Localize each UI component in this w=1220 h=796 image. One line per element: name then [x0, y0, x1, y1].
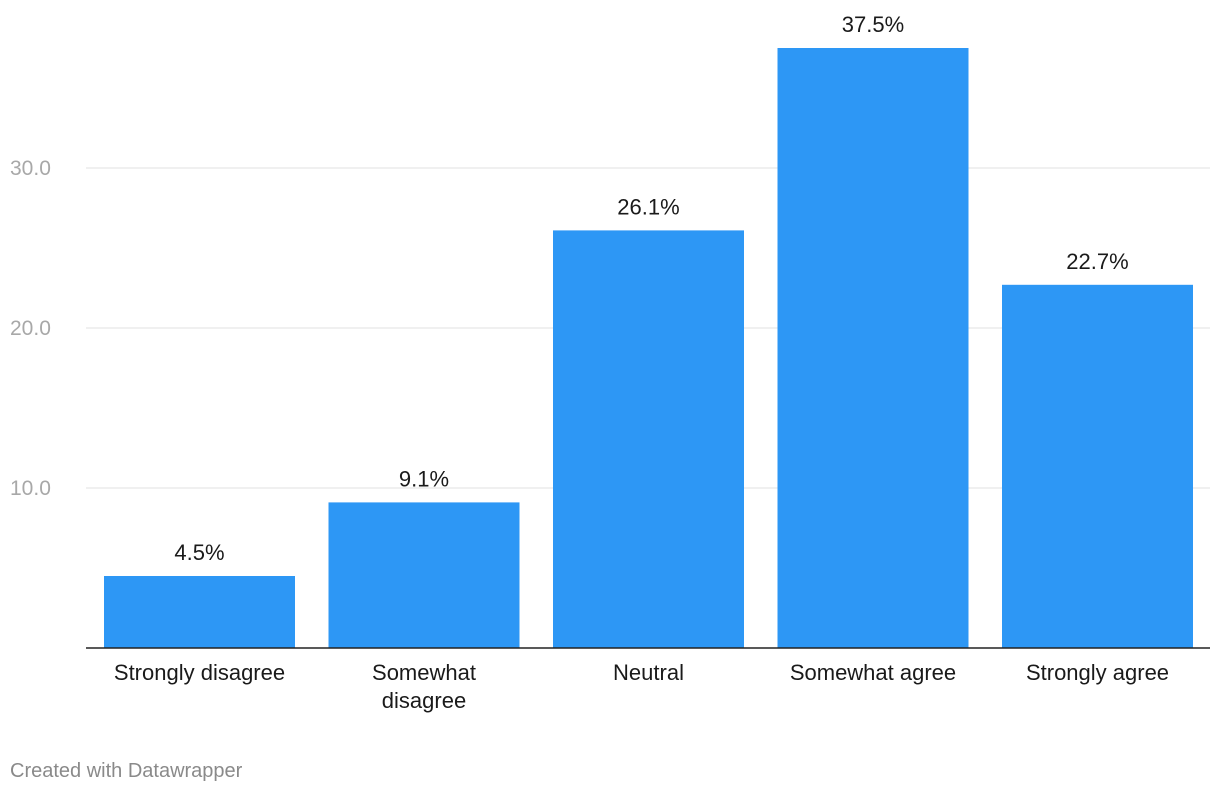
y-tick-label: 20.0 [10, 317, 51, 340]
bar [328, 502, 520, 648]
data-label: 26.1% [617, 194, 679, 219]
x-tick-label: Strongly disagree [114, 660, 285, 685]
bars [104, 48, 1193, 648]
labels: 10.0 20.0 30.0 4.5% Strongly disagree 9.1% Som… [10, 12, 1169, 713]
bar [553, 230, 744, 648]
bar [104, 576, 295, 648]
data-label: 22.7% [1066, 249, 1128, 274]
x-tick-label: Somewhat [372, 660, 476, 685]
credit-text: Created with Datawrapper [10, 760, 243, 782]
x-tick-label: Somewhat agree [790, 660, 956, 685]
data-label: 9.1% [399, 466, 449, 491]
data-label: 37.5% [842, 12, 904, 37]
y-tick-label: 30.0 [10, 157, 51, 180]
data-label: 4.5% [174, 540, 224, 565]
y-tick-label: 10.0 [10, 477, 51, 500]
bar [777, 48, 969, 648]
x-tick-label: Neutral [613, 660, 684, 685]
x-tick-label: disagree [382, 688, 466, 713]
bar [1002, 284, 1193, 648]
x-tick-label: Strongly agree [1026, 660, 1169, 685]
